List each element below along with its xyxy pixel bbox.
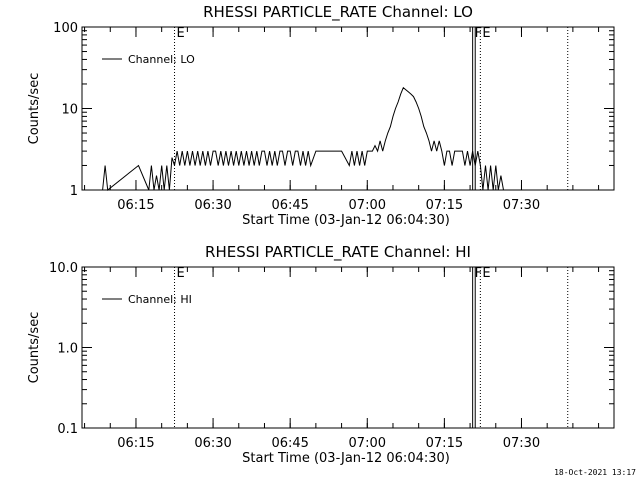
event-marker-label: E <box>482 266 490 281</box>
x-tick-label: 07:30 <box>503 436 540 451</box>
x-tick-label: 06:30 <box>194 198 231 213</box>
y-tick-label: 100 <box>53 21 78 36</box>
y-tick-label: 1 <box>70 184 78 199</box>
x-axis-label: Start Time (03-Jan-12 06:04:30) <box>242 213 450 228</box>
event-marker-label: F <box>475 266 482 281</box>
chart-panel-1: RHESSI PARTICLE_RATE Channel: LO 1 10 100 06… <box>27 3 615 228</box>
x-tick-label: 07:00 <box>349 198 386 213</box>
x-tick-label: 06:45 <box>271 198 308 213</box>
legend-label: Channel: HI <box>128 293 192 306</box>
y-tick-label: 10 <box>61 103 78 118</box>
x-tick-label: 06:15 <box>117 436 154 451</box>
footer-timestamp: 18-Oct-2021 13:17 <box>554 468 636 477</box>
x-tick-label: 07:30 <box>503 198 540 213</box>
y-tick-label: 1.0 <box>57 342 78 357</box>
chart-panel-2: RHESSI PARTICLE_RATE Channel: HI 0.1 1.0 10… <box>27 243 615 466</box>
x-axis-label: Start Time (03-Jan-12 06:04:30) <box>242 451 450 466</box>
y-tick-label: 10.0 <box>49 261 78 276</box>
event-marker-label: F <box>475 26 482 41</box>
x-tick-label: 06:30 <box>194 436 231 451</box>
event-marker-label: E <box>177 266 185 281</box>
x-tick-label: 07:00 <box>349 436 386 451</box>
event-marker-label: E <box>482 26 490 41</box>
x-tick-label: 06:45 <box>271 436 308 451</box>
legend-label: Channel: LO <box>128 53 195 66</box>
y-tick-label: 0.1 <box>57 422 78 437</box>
chart-title: RHESSI PARTICLE_RATE Channel: HI <box>205 243 471 262</box>
event-marker-label: E <box>177 26 185 41</box>
series-line <box>102 86 507 191</box>
x-tick-label: 06:15 <box>117 198 154 213</box>
y-axis-label: Counts/sec <box>27 73 42 145</box>
x-tick-label: 07:15 <box>426 198 463 213</box>
y-axis-label: Counts/sec <box>27 312 42 384</box>
chart-title: RHESSI PARTICLE_RATE Channel: LO <box>203 3 473 22</box>
x-tick-label: 07:15 <box>426 436 463 451</box>
plot-frame <box>81 266 615 429</box>
